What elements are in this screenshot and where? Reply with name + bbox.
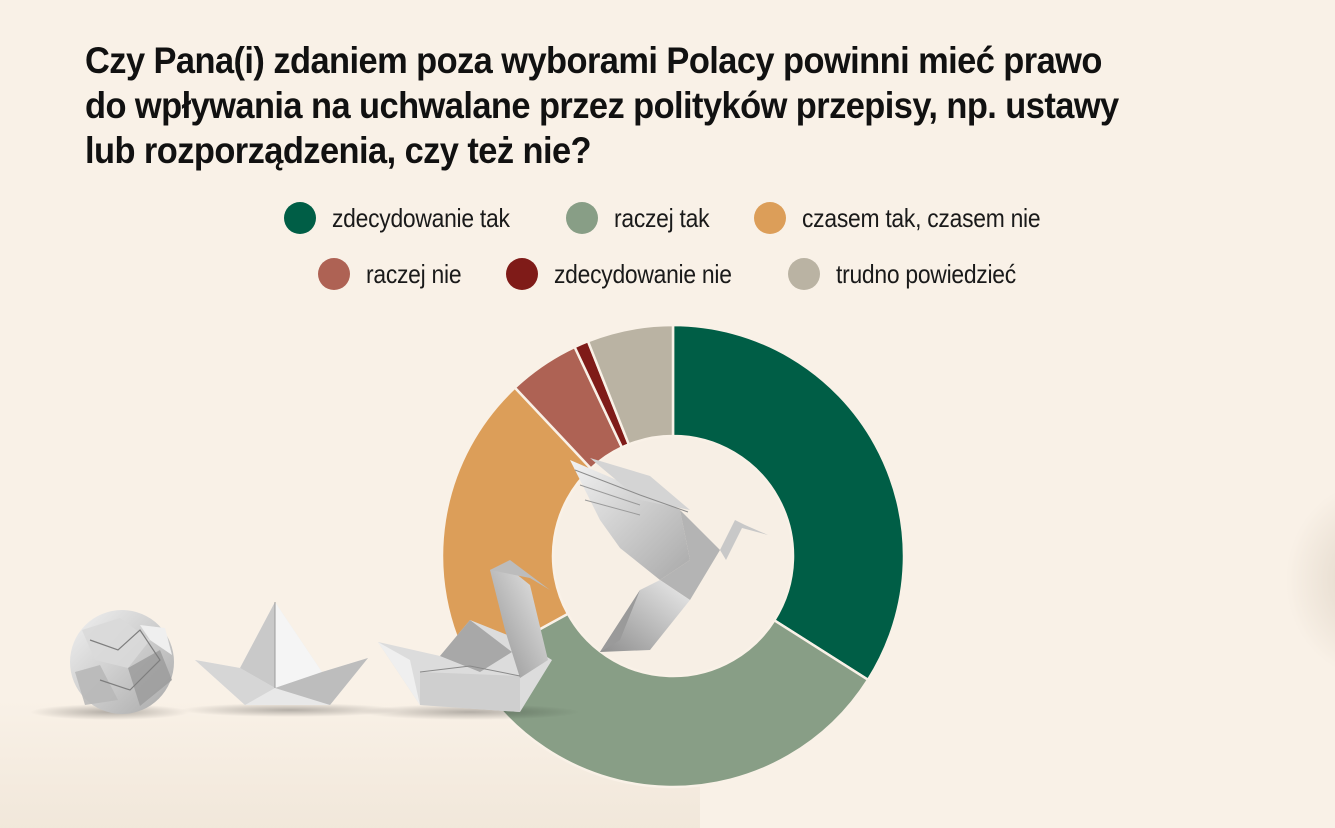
legend-item-czasem: czasem tak, czasem nie bbox=[754, 202, 1073, 234]
legend-item-zdecydowanie-tak: zdecydowanie tak bbox=[284, 202, 534, 234]
title-line-2: do wpływania na uchwalane przez politykó… bbox=[85, 85, 1119, 126]
legend-label: raczej tak bbox=[613, 202, 710, 233]
legend-label: raczej nie bbox=[366, 258, 462, 289]
legend-label: zdecydowanie tak bbox=[332, 202, 510, 233]
donut-slice-czasem-tak-czasem-nie bbox=[440, 385, 593, 669]
legend-item-zdecydowanie-nie: zdecydowanie nie bbox=[506, 258, 756, 290]
legend-item-raczej-tak: raczej tak bbox=[565, 202, 722, 234]
legend-label: czasem tak, czasem nie bbox=[802, 202, 1041, 233]
legend-label: trudno powiedzieć bbox=[836, 258, 1017, 289]
donut-slice-zdecydowanie-tak bbox=[671, 323, 906, 682]
legend-row-1: zdecydowanie tak raczej tak czasem tak, … bbox=[284, 202, 1105, 234]
legend-dot-icon bbox=[506, 258, 539, 290]
donut-slices bbox=[440, 323, 906, 789]
legend-item-trudno-powiedziec: trudno powiedzieć bbox=[788, 258, 1040, 290]
title-line-1: Czy Pana(i) zdaniem poza wyborami Polacy… bbox=[85, 40, 1102, 81]
legend-row-2: raczej nie zdecydowanie nie trudno powie… bbox=[318, 258, 1073, 290]
donut-slice-trudno-powiedzie- bbox=[586, 323, 675, 447]
legend-dot-icon bbox=[318, 258, 350, 290]
legend-dot-icon bbox=[788, 258, 821, 290]
legend-dot-icon bbox=[754, 202, 787, 234]
title-line-3: lub rozporządzenia, czy też nie? bbox=[85, 130, 592, 171]
right-edge-shadow bbox=[1285, 480, 1335, 680]
legend-label: zdecydowanie nie bbox=[554, 258, 732, 289]
legend-dot-icon bbox=[565, 202, 598, 234]
legend-item-raczej-nie: raczej nie bbox=[318, 258, 474, 290]
chart-title: Czy Pana(i) zdaniem poza wyborami Polacy… bbox=[85, 38, 1119, 173]
legend-dot-icon bbox=[284, 202, 316, 234]
